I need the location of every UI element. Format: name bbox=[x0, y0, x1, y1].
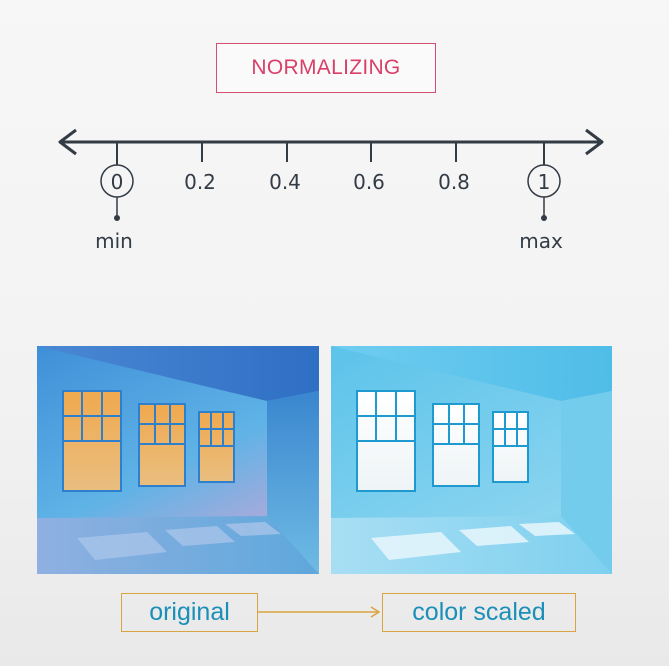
scaled-caption: color scaled bbox=[382, 593, 576, 632]
title-text: NORMALIZING bbox=[251, 56, 401, 79]
number-line bbox=[58, 128, 604, 221]
axis-left-arrowhead bbox=[58, 128, 77, 156]
axis-right-arrowhead bbox=[585, 128, 604, 156]
tick-label-0: 0 bbox=[110, 170, 124, 194]
title-box: NORMALIZING bbox=[216, 43, 436, 93]
original-caption: original bbox=[121, 593, 258, 632]
min-pointer-dot bbox=[114, 215, 120, 221]
max-pointer-dot bbox=[541, 215, 547, 221]
tick-label-1: 1 bbox=[537, 170, 551, 194]
max-label: max bbox=[519, 229, 563, 253]
original-room-image bbox=[37, 346, 319, 574]
scaled-caption-text: color scaled bbox=[412, 598, 546, 626]
tick-label-0.6: 0.6 bbox=[353, 170, 385, 194]
original-caption-text: original bbox=[149, 598, 230, 626]
tick-label-0.4: 0.4 bbox=[269, 170, 301, 194]
tick-label-0.2: 0.2 bbox=[184, 170, 216, 194]
scaled-room-image bbox=[331, 346, 612, 574]
min-label: min bbox=[95, 229, 133, 253]
tick-label-0.8: 0.8 bbox=[438, 170, 470, 194]
